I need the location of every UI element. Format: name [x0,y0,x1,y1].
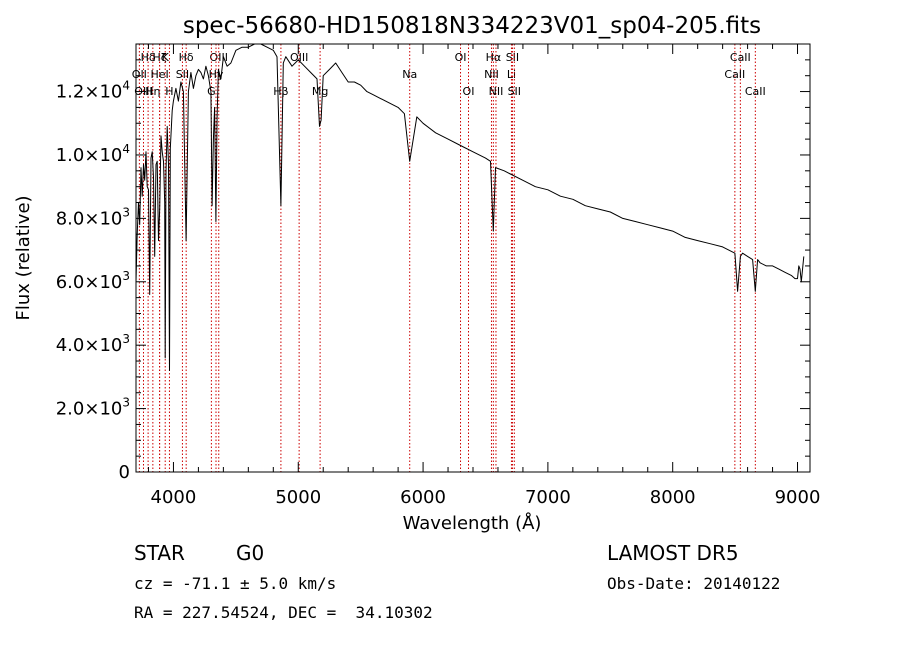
y-tick-mantissa: 6.0×10 [56,272,123,293]
marker-label: OI [455,51,467,64]
marker-label: Hγ [209,68,224,81]
x-axis-label: Wavelength (Å) [403,512,542,534]
spectrum-line [135,43,805,371]
marker-label: CaII [745,85,766,98]
marker-label: H [165,85,173,98]
plot-frame [135,43,811,473]
marker-label: OIII [290,51,308,64]
y-tick-mantissa: 8.0×10 [56,208,123,229]
marker-label: CaII [724,68,745,81]
x-tick-label: 4000 [151,487,197,508]
x-tick-label: 8000 [650,487,696,508]
marker-label: Hβ [273,85,288,98]
y-tick-exponent: 4 [122,142,130,156]
marker-label: Hδ [179,51,194,64]
y-tick-mantissa: 1.0×10 [56,145,123,166]
y-tick-label: 1.0×104 [56,142,130,166]
y-tick-exponent: 3 [122,332,130,346]
chart-title: spec-56680-HD150818N334223V01_sp04-205.f… [183,13,761,39]
y-tick-label: 0 [119,462,130,483]
redshift-cz: cz = -71.1 ± 5.0 km/s [134,574,337,593]
marker-label: Li [507,68,516,81]
y-tick-mantissa: 2.0×10 [56,399,123,420]
y-tick-exponent: 4 [122,79,130,93]
marker-label: Hδ [141,51,156,64]
marker-label: Hα [486,51,502,64]
marker-label: OII [132,68,147,81]
y-axis-label: Flux (relative) [13,195,34,320]
y-tick-exponent: 3 [122,269,130,283]
survey-name: LAMOST DR5 [607,541,739,565]
y-tick-label: 6.0×103 [56,269,130,293]
y-tick-mantissa: 0 [119,462,130,483]
marker-label: K [162,51,170,64]
y-tick-exponent: 3 [122,205,130,219]
marker-label: Hη [145,85,160,98]
marker-label: NII [489,85,504,98]
y-tick-label: 4.0×103 [56,332,130,356]
x-axis: 4000 5000 6000 7000 8000 9000 [147,44,821,508]
object-class: STAR [134,541,185,565]
marker-label: OI [463,85,475,98]
marker-label: Mg [312,85,328,98]
marker-label: NII [484,68,499,81]
obs-date: Obs-Date: 20140122 [607,574,781,593]
marker-label: HeI [150,68,168,81]
marker-label: CaII [730,51,751,64]
x-tick-label: 9000 [775,487,821,508]
y-tick-label: 8.0×103 [56,205,130,229]
y-tick-exponent: 3 [122,396,130,410]
y-tick-mantissa: 1.2×10 [56,82,123,103]
marker-label: Na [402,68,417,81]
marker-label: SII [176,68,189,81]
coordinates: RA = 227.54524, DEC = 34.10302 [134,603,433,622]
y-axis: 02.0×1034.0×1036.0×1038.0×1031.0×1041.2×… [56,59,810,483]
x-tick-label: 7000 [525,487,571,508]
spectrum-series [135,43,805,371]
y-tick-label: 2.0×103 [56,396,130,420]
marker-label: SII [508,85,521,98]
marker-label: Hζ [152,51,166,64]
subclass: G0 [236,541,265,565]
y-tick-label: 1.2×104 [56,79,130,103]
x-tick-label: 5000 [275,487,321,508]
marker-label: SII [506,51,519,64]
y-tick-mantissa: 4.0×10 [56,335,123,356]
x-tick-label: 6000 [400,487,446,508]
